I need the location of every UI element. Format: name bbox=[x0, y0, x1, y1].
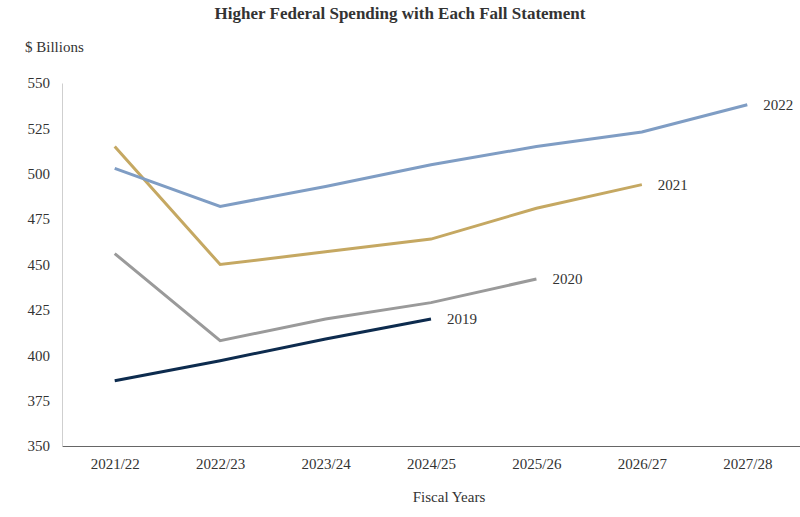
y-axis: 350 375 400 425 450 475 500 525 550 bbox=[28, 75, 63, 454]
y-tick: 375 bbox=[28, 393, 63, 409]
y-tick: 525 bbox=[28, 121, 63, 137]
series-line bbox=[115, 319, 431, 381]
x-tick-label: 2021/22 bbox=[91, 456, 140, 472]
x-tick-label: 2027/28 bbox=[723, 456, 772, 472]
x-tick-label: 2023/24 bbox=[301, 456, 351, 472]
y-tick: 400 bbox=[28, 348, 63, 364]
x-tick: 2021/22 bbox=[91, 446, 140, 472]
x-axis: 2021/22 2022/23 2023/24 2024/25 2025/26 2026/… bbox=[63, 446, 800, 472]
x-tick: 2022/23 bbox=[196, 446, 245, 472]
y-axis-title: $ Billions bbox=[25, 39, 84, 55]
y-tick-label: 400 bbox=[28, 348, 51, 364]
y-tick-label: 425 bbox=[28, 302, 51, 318]
series-line bbox=[115, 147, 642, 265]
x-tick-label: 2025/26 bbox=[512, 456, 562, 472]
y-tick: 450 bbox=[28, 257, 63, 273]
title: Higher Federal Spending with Each Fall S… bbox=[215, 4, 586, 23]
x-axis-line bbox=[63, 446, 800, 447]
y-tick-label: 525 bbox=[28, 121, 51, 137]
y-tick-label: 375 bbox=[28, 393, 51, 409]
x-tick-label: 2024/25 bbox=[407, 456, 456, 472]
x-tick: 2025/26 bbox=[512, 446, 562, 472]
series-line bbox=[115, 254, 537, 341]
chart: Higher Federal Spending with Each Fall S… bbox=[0, 0, 800, 517]
x-tick-label: 2026/27 bbox=[618, 456, 668, 472]
series-label: 2021 bbox=[658, 177, 688, 193]
y-tick: 350 bbox=[28, 438, 63, 454]
series-label: 2020 bbox=[552, 271, 582, 287]
series-line bbox=[115, 105, 748, 207]
x-tick: 2027/28 bbox=[723, 446, 772, 472]
y-tick-label: 450 bbox=[28, 257, 51, 273]
y-tick: 500 bbox=[28, 166, 63, 182]
y-tick-label: 550 bbox=[28, 75, 51, 91]
x-tick-label: 2022/23 bbox=[196, 456, 245, 472]
y-tick-label: 500 bbox=[28, 166, 51, 182]
x-tick: 2026/27 bbox=[618, 446, 668, 472]
y-tick: 425 bbox=[28, 302, 63, 318]
plot-area bbox=[115, 105, 748, 381]
x-axis-title: Fiscal Years bbox=[413, 489, 486, 505]
series-label: 2022 bbox=[763, 97, 793, 113]
x-tick: 2024/25 bbox=[407, 446, 456, 472]
y-tick: 475 bbox=[28, 211, 63, 227]
series-label: 2019 bbox=[447, 311, 477, 327]
y-tick: 550 bbox=[28, 75, 63, 91]
y-axis-line bbox=[62, 84, 63, 447]
y-tick-label: 350 bbox=[28, 438, 51, 454]
x-tick: 2023/24 bbox=[301, 446, 351, 472]
y-tick-label: 475 bbox=[28, 211, 51, 227]
